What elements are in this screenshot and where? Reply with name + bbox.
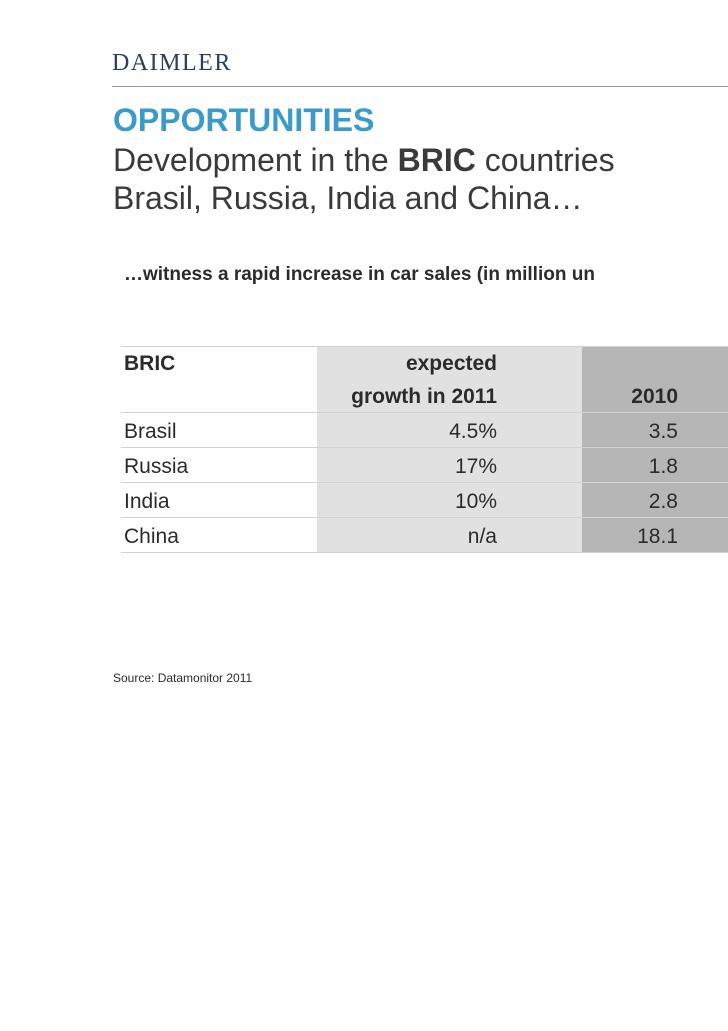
column-header-growth-line-1: expected [405, 352, 497, 375]
table-rule-row-2 [121, 482, 728, 483]
slide-subtitle-line-2: Brasil, Russia, India and China… [113, 180, 583, 216]
daimler-logo: DAIMLER [112, 50, 232, 76]
table-row-sales-2010: 18.1 [637, 525, 678, 548]
table-rule-bottom [121, 552, 728, 553]
table-row-growth: 4.5% [449, 420, 497, 443]
source-note: Source: Datamonitor 2011 [113, 671, 253, 685]
table-rule-row-1 [121, 447, 728, 448]
car-sales-table: BRIC expected growth in 2011 2010 Brasil… [121, 346, 728, 553]
table-row-country: Russia [124, 455, 189, 478]
intro-text: …witness a rapid increase in car sales (… [124, 264, 595, 285]
slide-headline: OPPORTUNITIES [113, 102, 375, 138]
table-row-country: India [124, 490, 170, 513]
column-header-growth-line-2: growth in 2011 [351, 385, 497, 408]
table-row-sales-2010: 2.8 [648, 490, 678, 513]
table-rule-header [121, 412, 728, 413]
growth-column-band [317, 346, 582, 553]
table-row-growth: n/a [467, 525, 497, 548]
table-row-growth: 10% [454, 490, 497, 513]
subtitle-prefix: Development in the [113, 142, 398, 178]
table-rule-row-3 [121, 517, 728, 518]
slide-subtitle-line-1: Development in the BRIC countries [113, 142, 615, 179]
table-row-growth: 17% [454, 455, 497, 478]
year-2010-column-band [582, 346, 728, 553]
column-header-region: BRIC [124, 352, 176, 375]
table-row-country: Brasil [124, 420, 177, 443]
header-divider [112, 86, 728, 87]
table-row-sales-2010: 3.5 [648, 420, 678, 443]
column-header-year-2010: 2010 [631, 385, 678, 408]
table-rule-top [121, 346, 728, 347]
subtitle-suffix: countries [475, 142, 615, 178]
subtitle-bold-term: BRIC [397, 142, 476, 178]
table-row-country: China [124, 525, 179, 548]
table-row-sales-2010: 1.8 [648, 455, 678, 478]
